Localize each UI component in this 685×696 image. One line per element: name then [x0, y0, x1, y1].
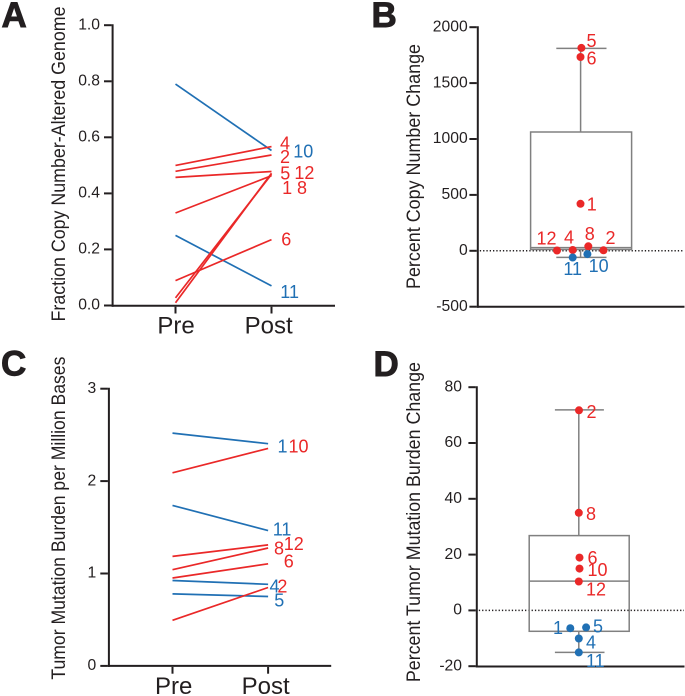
svg-text:Post: Post: [242, 673, 290, 696]
svg-text:0.2: 0.2: [78, 241, 100, 258]
svg-text:1: 1: [553, 618, 563, 638]
svg-text:11: 11: [563, 259, 582, 279]
svg-text:8: 8: [586, 504, 596, 524]
svg-text:Tumor Mutation Burden per Mill: Tumor Mutation Burden per Million Bases: [48, 356, 70, 679]
svg-text:2: 2: [277, 577, 287, 597]
svg-text:6: 6: [281, 230, 291, 250]
svg-text:60: 60: [445, 434, 463, 451]
svg-text:500: 500: [442, 186, 468, 203]
svg-text:5: 5: [587, 31, 597, 51]
svg-text:0: 0: [87, 657, 96, 674]
svg-text:10: 10: [588, 560, 608, 580]
svg-text:1: 1: [587, 194, 597, 214]
svg-text:Pre: Pre: [157, 313, 194, 340]
svg-text:5: 5: [274, 591, 284, 611]
svg-text:2000: 2000: [433, 18, 468, 35]
svg-text:2: 2: [587, 402, 597, 422]
svg-text:Percent Tumor Mutation Burden: Percent Tumor Mutation Burden Change: [403, 362, 425, 682]
svg-text:0.4: 0.4: [78, 185, 100, 202]
svg-text:1500: 1500: [433, 74, 468, 91]
svg-text:4: 4: [270, 577, 280, 597]
svg-text:10: 10: [589, 256, 609, 276]
svg-text:Fraction Copy Number-Altered G: Fraction Copy Number-Altered Genome: [48, 7, 70, 322]
svg-text:2: 2: [605, 228, 615, 248]
svg-text:D: D: [374, 345, 399, 384]
svg-text:12: 12: [294, 163, 314, 183]
svg-text:Pre: Pre: [155, 673, 192, 696]
svg-text:3: 3: [87, 380, 96, 397]
svg-text:1.0: 1.0: [78, 16, 100, 33]
svg-text:11: 11: [280, 282, 299, 302]
svg-text:12: 12: [586, 580, 606, 600]
svg-text:10: 10: [293, 142, 313, 162]
svg-text:5: 5: [593, 617, 603, 637]
svg-text:C: C: [1, 344, 26, 383]
svg-text:1000: 1000: [433, 130, 468, 147]
svg-text:6: 6: [587, 49, 597, 69]
svg-text:5: 5: [280, 164, 290, 184]
svg-text:8: 8: [585, 224, 595, 244]
svg-text:0: 0: [453, 602, 462, 619]
svg-text:40: 40: [445, 490, 463, 507]
svg-text:11: 11: [586, 651, 605, 671]
svg-text:Post: Post: [245, 313, 293, 340]
svg-text:11: 11: [273, 520, 292, 540]
svg-text:Percent Copy Number Change: Percent Copy Number Change: [403, 44, 425, 289]
svg-text:B: B: [372, 0, 397, 35]
svg-text:4: 4: [586, 633, 596, 653]
svg-text:8: 8: [297, 178, 307, 198]
svg-text:2: 2: [87, 472, 96, 489]
svg-text:1: 1: [282, 178, 292, 198]
svg-text:0.6: 0.6: [78, 129, 100, 146]
svg-text:8: 8: [274, 539, 284, 559]
svg-text:4: 4: [564, 228, 574, 248]
svg-text:80: 80: [445, 378, 463, 395]
svg-text:6: 6: [588, 548, 598, 568]
svg-text:20: 20: [445, 546, 463, 563]
svg-text:-20: -20: [439, 657, 462, 674]
svg-text:10: 10: [289, 437, 309, 457]
svg-text:-500: -500: [436, 298, 468, 315]
svg-text:12: 12: [536, 229, 556, 249]
svg-text:6: 6: [284, 551, 294, 571]
svg-text:4: 4: [280, 134, 290, 154]
svg-text:A: A: [2, 0, 27, 35]
svg-text:1: 1: [278, 437, 288, 457]
svg-text:1: 1: [87, 565, 96, 582]
svg-text:0.0: 0.0: [78, 297, 100, 314]
svg-text:0: 0: [459, 242, 468, 259]
svg-text:2: 2: [280, 147, 290, 167]
svg-text:12: 12: [284, 534, 304, 554]
svg-text:0.8: 0.8: [78, 73, 100, 90]
